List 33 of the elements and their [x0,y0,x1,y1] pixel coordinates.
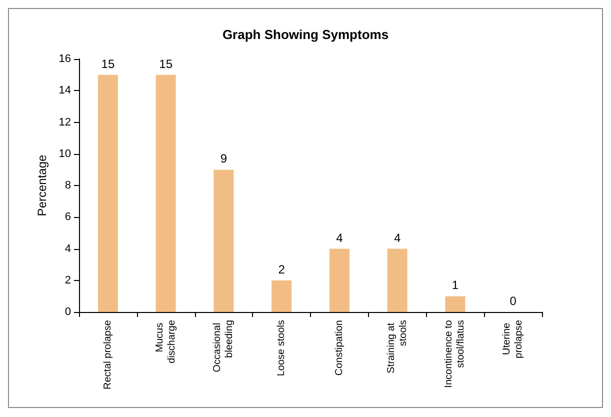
y-tick-label: 10 [58,148,71,160]
x-tick-label: Constipation [334,320,345,376]
y-tick-label: 12 [58,116,71,128]
y-tick-label: 8 [64,180,71,192]
bar [98,74,118,312]
x-tick-label: Uterine prolapse [502,320,525,358]
data-label: 9 [220,152,228,166]
bar [329,248,350,312]
y-tick-label: 16 [58,53,71,65]
x-tick-label: Occasional bleeding [212,320,236,372]
bar [445,296,466,312]
x-tick-label: Mucus discharge [154,320,178,364]
bar [387,248,408,312]
chart-title: Graph Showing Symptoms [222,27,389,42]
y-axis-title: Percentage [34,154,49,216]
bar [272,280,292,312]
data-label: 15 [101,56,115,71]
bar [214,170,234,312]
x-tick-label: Rectal prolapse [102,320,114,390]
x-tick-label: Loose stools [276,320,288,376]
x-tick-label: Straining at stools [386,320,409,374]
y-tick-label: 2 [64,274,71,286]
y-tick-label: 4 [64,242,71,255]
y-tick-label: 6 [64,211,71,224]
y-tick-label: 14 [58,84,71,97]
bar [156,74,176,312]
data-label: 15 [159,56,173,71]
data-label: 1 [452,278,459,292]
data-label: 0 [510,294,517,308]
data-label: 2 [278,262,286,276]
data-label: 4 [336,230,344,245]
data-label: 4 [394,230,401,245]
y-tick-label: 0 [64,306,71,318]
